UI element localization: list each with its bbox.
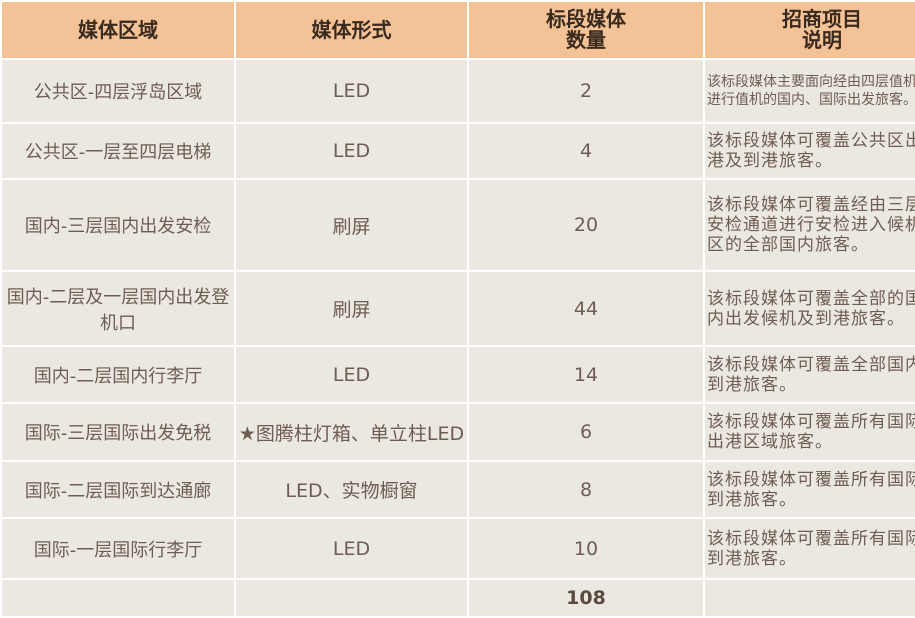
empty-cell	[234, 578, 469, 618]
cell-description: 该标段媒体可覆盖全部的国内出发候机及到港旅客。	[703, 270, 915, 347]
cell-media-area: 国内-二层及一层国内出发登机口	[0, 270, 236, 347]
cell-media-form: 刷屏	[234, 270, 469, 347]
cell-media-form: LED、实物橱窗	[234, 460, 469, 519]
table-row: 国际-二层国际到达通廊 LED、实物橱窗 8 该标段媒体可覆盖所有国际到港旅客。	[0, 460, 915, 519]
total-row: 108	[0, 578, 915, 618]
cell-description: 该标段媒体可覆盖所有国际到港旅客。	[703, 460, 915, 519]
cell-description: 该标段媒体可覆盖公共区出港及到港旅客。	[703, 122, 915, 180]
header-description: 招商项目 说明	[703, 0, 915, 60]
table-row: 公共区-一层至四层电梯 LED 4 该标段媒体可覆盖公共区出港及到港旅客。	[0, 122, 915, 180]
cell-media-area: 国内-三层国内出发安检	[0, 178, 236, 272]
cell-description: 该标段媒体可覆盖经由三层安检通道进行安检进入候机区的全部国内旅客。	[703, 178, 915, 272]
header-row: 媒体区域 媒体形式 标段媒体 数量 招商项目 说明	[0, 0, 915, 60]
cell-media-count: 6	[467, 402, 705, 462]
cell-media-form: LED	[234, 122, 469, 180]
header-media-form: 媒体形式	[234, 0, 469, 60]
total-count: 108	[467, 578, 705, 618]
cell-media-area: 国内-二层国内行李厅	[0, 345, 236, 404]
cell-media-count: 10	[467, 517, 705, 580]
cell-description: 该标段媒体可覆盖所有国际出港区域旅客。	[703, 402, 915, 462]
empty-cell	[703, 578, 915, 618]
header-media-area: 媒体区域	[0, 0, 236, 60]
table-row: 国际-一层国际行李厅 LED 10 该标段媒体可覆盖所有国际到港旅客。	[0, 517, 915, 580]
table-row: 国内-三层国内出发安检 刷屏 20 该标段媒体可覆盖经由三层安检通道进行安检进入候机区…	[0, 178, 915, 272]
cell-media-form: 刷屏	[234, 178, 469, 272]
cell-description: 该标段媒体可覆盖全部国内到港旅客。	[703, 345, 915, 404]
table-row: 国际-三层国际出发免税 ★图腾柱灯箱、单立柱LED 6 该标段媒体可覆盖所有国际出港区…	[0, 402, 915, 462]
cell-media-form: LED	[234, 517, 469, 580]
cell-media-area: 公共区-一层至四层电梯	[0, 122, 236, 180]
header-media-count: 标段媒体 数量	[467, 0, 705, 60]
cell-description: 该标段媒体主要面向经由四层值机厅进行值机的国内、国际出发旅客。	[703, 58, 915, 124]
table-row: 国内-二层国内行李厅 LED 14 该标段媒体可覆盖全部国内到港旅客。	[0, 345, 915, 404]
cell-media-form: LED	[234, 345, 469, 404]
cell-media-count: 44	[467, 270, 705, 347]
table-row: 国内-二层及一层国内出发登机口 刷屏 44 该标段媒体可覆盖全部的国内出发候机及到港旅…	[0, 270, 915, 347]
cell-media-area: 国际-三层国际出发免税	[0, 402, 236, 462]
table-row: 公共区-四层浮岛区域 LED 2 该标段媒体主要面向经由四层值机厅进行值机的国内、国际…	[0, 58, 915, 124]
cell-media-count: 14	[467, 345, 705, 404]
cell-media-area: 国际-二层国际到达通廊	[0, 460, 236, 519]
cell-media-form: ★图腾柱灯箱、单立柱LED	[234, 402, 469, 462]
cell-media-count: 20	[467, 178, 705, 272]
cell-media-count: 2	[467, 58, 705, 124]
cell-description: 该标段媒体可覆盖所有国际到港旅客。	[703, 517, 915, 580]
cell-media-area: 公共区-四层浮岛区域	[0, 58, 236, 124]
cell-media-count: 4	[467, 122, 705, 180]
cell-media-count: 8	[467, 460, 705, 519]
empty-cell	[0, 578, 236, 618]
cell-media-form: LED	[234, 58, 469, 124]
cell-media-area: 国际-一层国际行李厅	[0, 517, 236, 580]
